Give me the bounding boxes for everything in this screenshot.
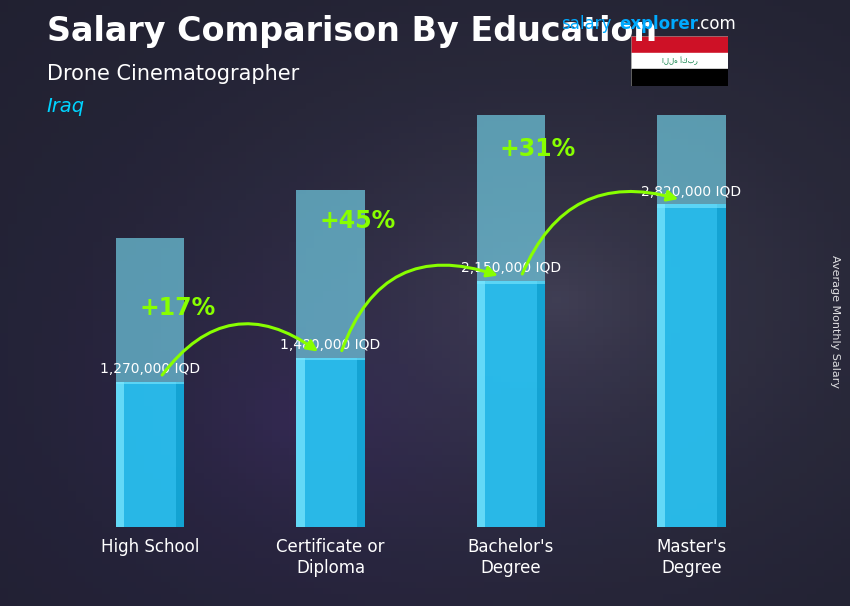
Text: explorer: explorer [619, 15, 698, 33]
Bar [176, 382, 184, 527]
Bar [477, 281, 545, 527]
FancyArrowPatch shape [342, 265, 495, 351]
FancyArrowPatch shape [162, 324, 315, 375]
Text: +17%: +17% [139, 296, 215, 320]
Text: 1,480,000 IQD: 1,480,000 IQD [280, 338, 381, 352]
Bar [477, 38, 545, 284]
Bar [297, 358, 304, 527]
Bar [116, 382, 184, 527]
Text: .com: .com [695, 15, 736, 33]
Bar [717, 204, 726, 527]
Bar [477, 281, 484, 527]
Text: salary: salary [561, 15, 611, 33]
Text: Drone Cinematographer: Drone Cinematographer [47, 64, 299, 84]
Bar [116, 238, 184, 384]
Bar [657, 204, 726, 527]
FancyArrowPatch shape [522, 191, 675, 274]
Text: +45%: +45% [320, 209, 396, 233]
Text: Average Monthly Salary: Average Monthly Salary [830, 255, 840, 388]
Text: الله أكبر: الله أكبر [661, 57, 698, 65]
Bar [357, 358, 365, 527]
Text: +31%: +31% [500, 137, 576, 161]
Bar [657, 204, 666, 527]
Bar [297, 358, 365, 527]
Bar [657, 0, 726, 208]
Bar [116, 382, 124, 527]
Bar [537, 281, 545, 527]
Text: 2,150,000 IQD: 2,150,000 IQD [461, 261, 561, 275]
Bar [631, 36, 728, 53]
Bar [631, 70, 728, 86]
Bar [631, 53, 728, 70]
Text: Iraq: Iraq [47, 97, 85, 116]
Text: 1,270,000 IQD: 1,270,000 IQD [100, 362, 201, 376]
Text: 2,820,000 IQD: 2,820,000 IQD [641, 185, 741, 199]
Text: Salary Comparison By Education: Salary Comparison By Education [47, 15, 657, 48]
Bar [297, 190, 365, 360]
